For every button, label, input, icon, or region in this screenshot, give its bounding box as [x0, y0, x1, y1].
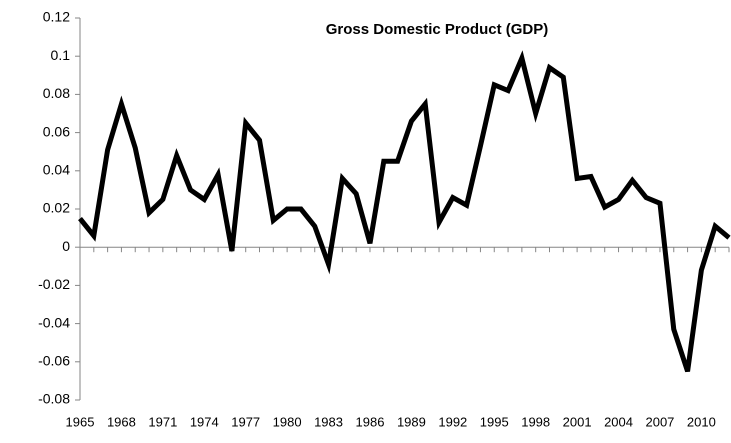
x-tick-label: 1977: [231, 414, 260, 429]
y-tick-label: -0.08: [38, 391, 70, 407]
x-tick-label: 2007: [645, 414, 674, 429]
y-tick-label: -0.02: [38, 276, 70, 292]
x-tick-label: 1974: [190, 414, 219, 429]
y-tick-label: 0.06: [43, 123, 70, 139]
y-tick-label: -0.04: [38, 314, 70, 330]
x-tick-label: 2004: [604, 414, 633, 429]
y-tick-label: 0.02: [43, 200, 70, 216]
x-tick-label: 1983: [314, 414, 343, 429]
y-tick-label: 0.1: [51, 47, 71, 63]
data-line: [78, 50, 731, 373]
y-tick-label: -0.06: [38, 353, 70, 369]
y-tick-label: 0.08: [43, 85, 70, 101]
y-tick-label: 0: [62, 238, 70, 254]
x-tick-label: 1995: [480, 414, 509, 429]
x-tick-label: 1992: [438, 414, 467, 429]
x-tick-label: 1986: [356, 414, 385, 429]
x-tick-label: 1998: [521, 414, 550, 429]
x-tick-label: 1968: [107, 414, 136, 429]
x-tick-label: 1989: [397, 414, 426, 429]
y-tick-label: 0.12: [43, 9, 70, 25]
y-tick-label: 0.04: [43, 162, 70, 178]
chart-title: Gross Domestic Product (GDP): [326, 21, 549, 38]
x-tick-label: 2010: [687, 414, 716, 429]
x-tick-label: 1965: [66, 414, 95, 429]
x-tick-label: 2001: [563, 414, 592, 429]
x-tick-label: 1980: [273, 414, 302, 429]
x-tick-label: 1971: [148, 414, 177, 429]
